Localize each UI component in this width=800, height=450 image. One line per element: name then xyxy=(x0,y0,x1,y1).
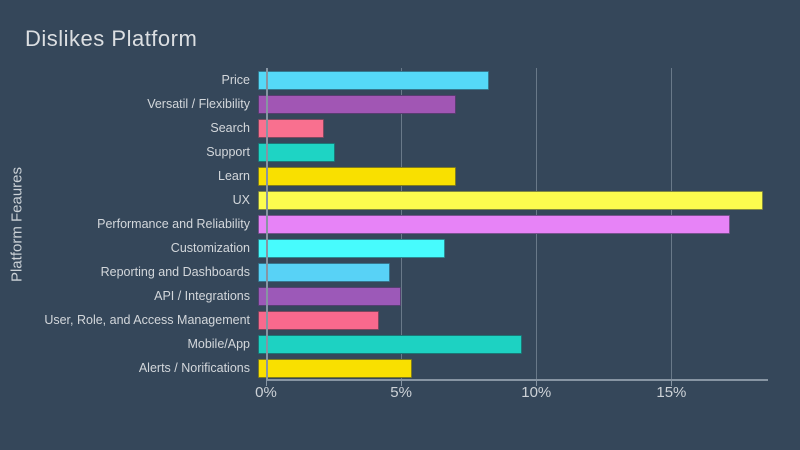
category-label: Alerts / Norifications xyxy=(138,361,250,375)
bar-row: Customization xyxy=(0,236,766,260)
x-tick-label: 10% xyxy=(521,384,552,401)
bar-row: Price xyxy=(0,68,766,92)
bar[interactable] xyxy=(258,94,456,114)
category-label: Performance and Reliability xyxy=(97,217,250,231)
category-label: Customization xyxy=(170,241,250,255)
x-axis-tick xyxy=(401,381,403,386)
bar[interactable] xyxy=(258,214,731,234)
bar-row: Learn xyxy=(0,164,766,188)
bar-track xyxy=(258,260,766,284)
bar[interactable] xyxy=(258,142,335,162)
bar-track xyxy=(258,332,766,356)
category-label: Price xyxy=(221,73,250,87)
bar-track xyxy=(258,356,766,380)
bar[interactable] xyxy=(258,190,764,210)
bar-track xyxy=(258,68,766,92)
x-tick-label: 15% xyxy=(656,384,687,401)
bar-track xyxy=(258,236,766,260)
bar-track xyxy=(258,140,766,164)
x-axis-tick xyxy=(266,381,267,386)
bar-track xyxy=(258,164,766,188)
bar-row: Alerts / Norifications xyxy=(0,356,766,380)
bar[interactable] xyxy=(258,166,456,186)
category-label: User, Role, and Access Management xyxy=(44,313,250,327)
bar-track xyxy=(258,188,766,212)
bar-track xyxy=(258,308,766,332)
category-label: API / Integrations xyxy=(154,289,250,303)
x-axis-line xyxy=(266,379,768,381)
bar[interactable] xyxy=(258,238,445,258)
bar[interactable] xyxy=(258,118,324,138)
bar[interactable] xyxy=(258,358,412,378)
bar-row: Versatil / Flexibility xyxy=(0,92,766,116)
bar[interactable] xyxy=(258,70,489,90)
y-axis-line xyxy=(266,68,268,380)
bar-row: Mobile/App xyxy=(0,332,766,356)
bar[interactable] xyxy=(258,310,379,330)
bar-track xyxy=(258,116,766,140)
bar[interactable] xyxy=(258,262,390,282)
chart-title: Dislikes Platform xyxy=(25,26,198,51)
x-axis-tick xyxy=(671,381,673,386)
category-label: UX xyxy=(232,193,250,207)
category-label: Support xyxy=(206,145,250,159)
bar-track xyxy=(258,284,766,308)
category-label: Search xyxy=(210,121,250,135)
bar-track xyxy=(258,212,766,236)
bar-row: Reporting and Dashboards xyxy=(0,260,766,284)
category-label: Versatil / Flexibility xyxy=(147,97,250,111)
bar[interactable] xyxy=(258,286,401,306)
x-axis-tick xyxy=(536,381,538,386)
bar-row: User, Role, and Access Management xyxy=(0,308,766,332)
bar-track xyxy=(258,92,766,116)
bar-row: API / Integrations xyxy=(0,284,766,308)
bar-rows: Price Versatil / Flexibility Search Support… xyxy=(0,68,766,380)
bar-row: UX xyxy=(0,188,766,212)
x-tick-label: 0% xyxy=(255,384,277,401)
bar-row: Performance and Reliability xyxy=(0,212,766,236)
x-tick-label: 5% xyxy=(390,384,412,401)
category-label: Reporting and Dashboards xyxy=(100,265,250,279)
category-label: Learn xyxy=(218,169,250,183)
bar-row: Search xyxy=(0,116,766,140)
category-label: Mobile/App xyxy=(187,337,250,351)
bar-row: Support xyxy=(0,140,766,164)
bar[interactable] xyxy=(258,334,522,354)
